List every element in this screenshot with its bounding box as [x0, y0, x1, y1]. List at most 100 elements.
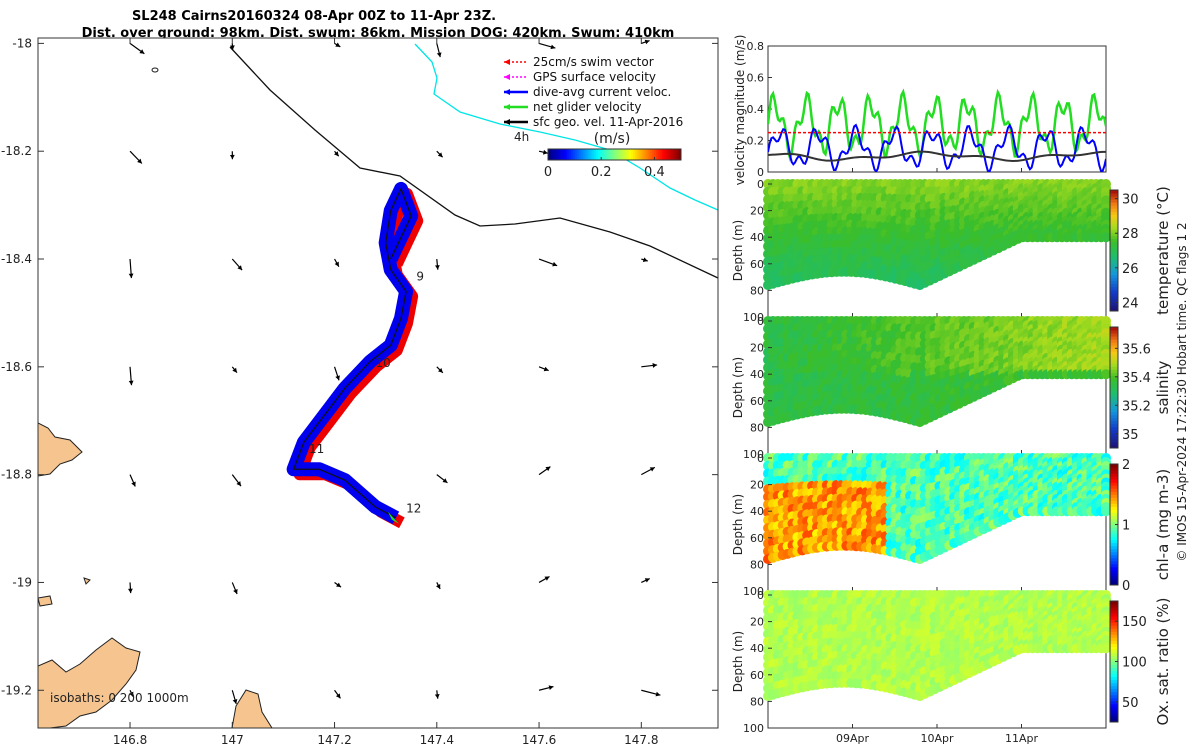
- time-tick-label: 10Apr: [920, 732, 954, 745]
- section-colorbar-cell: [1110, 518, 1118, 522]
- map-colorbar-label: (m/s): [594, 131, 631, 147]
- legend-label: dive-avg current veloc.: [533, 85, 671, 99]
- section-colorbar-tick-label: 2: [1122, 458, 1130, 473]
- section-colorbar-cell: [1110, 631, 1118, 635]
- section-ytick-label: 40: [750, 368, 764, 381]
- section-colorbar-cell: [1110, 400, 1118, 404]
- map-xtick-label: 147.4: [420, 733, 454, 747]
- section-colorbar-cell: [1110, 604, 1118, 608]
- section-colorbar-cell: [1110, 485, 1118, 489]
- section-colorbar-cell: [1110, 649, 1118, 653]
- map-ytick-label: -19.2: [1, 683, 32, 697]
- section-colorbar-cell: [1110, 394, 1118, 398]
- section-colorbar-cell: [1110, 570, 1118, 574]
- section-colorbar-cell: [1110, 479, 1118, 483]
- section-colorbar-cell: [1110, 351, 1118, 355]
- legend-label: 25cm/s swim vector: [533, 55, 654, 69]
- section-colorbar-cell: [1110, 305, 1118, 309]
- section-colorbar-cell: [1110, 515, 1118, 519]
- section-colorbar-cell: [1110, 488, 1118, 492]
- section-colorbar-cell: [1110, 500, 1118, 504]
- section-colorbar-cell: [1110, 616, 1118, 620]
- section-colorbar-cell: [1110, 238, 1118, 242]
- section-ytick-label: 80: [750, 284, 764, 297]
- time-tick-label: 09Apr: [836, 732, 870, 745]
- map-xtick-label: 147.8: [624, 733, 658, 747]
- section-colorbar-cell: [1110, 366, 1118, 370]
- section-colorbar-tick-label: 35: [1122, 428, 1139, 443]
- section-colorbar-cell: [1110, 388, 1118, 392]
- section-colorbar-cell: [1110, 263, 1118, 267]
- vel-ytick-label: 0.6: [747, 72, 765, 85]
- section-colorbar-cell: [1110, 503, 1118, 507]
- section-ytick-label: 20: [750, 342, 764, 355]
- section-ytick-label: 0: [757, 589, 764, 602]
- section-colorbar-cell: [1110, 269, 1118, 273]
- section-colorbar-cell: [1110, 558, 1118, 562]
- section-ytick-label: 80: [750, 695, 764, 708]
- section-colorbar-cell: [1110, 625, 1118, 629]
- section-colorbar-cell: [1110, 509, 1118, 513]
- section-colorbar-cell: [1110, 525, 1118, 529]
- section-colorbar-tick-label: 35.2: [1122, 399, 1151, 414]
- section-colorbar-cell: [1110, 360, 1118, 364]
- section-colorbar-tick-label: 150: [1122, 615, 1147, 630]
- section-colorbar-cell: [1110, 415, 1118, 419]
- section-colorbar-cell: [1110, 698, 1118, 702]
- map-xtick-label: 147.2: [317, 733, 351, 747]
- section-ytick-label: 60: [750, 669, 764, 682]
- section-colorbar-cell: [1110, 655, 1118, 659]
- section-colorbar-cell: [1110, 427, 1118, 431]
- section-colorbar-cell: [1110, 208, 1118, 212]
- isobath-label: isobaths: 0 200 1000m: [50, 691, 189, 705]
- section-colorbar-cell: [1110, 391, 1118, 395]
- imos-credit: © IMOS 15-Apr-2024 17:22:30 Hobart time.…: [1175, 222, 1189, 561]
- section-colorbar-cell: [1110, 710, 1118, 714]
- section-colorbar-tick-label: 26: [1122, 262, 1139, 277]
- section-colorbar-cell: [1110, 193, 1118, 197]
- section-colorbar-cell: [1110, 330, 1118, 334]
- section-colorbar-cell: [1110, 546, 1118, 550]
- section-colorbar-cell: [1110, 284, 1118, 288]
- section-colorbar-cell: [1110, 607, 1118, 611]
- map-ytick-label: -18.2: [1, 144, 32, 158]
- section-colorbar-cell: [1110, 281, 1118, 285]
- section-colorbar-cell: [1110, 424, 1118, 428]
- section-ytick-label: 100: [743, 722, 764, 735]
- section-colorbar-cell: [1110, 436, 1118, 440]
- section-colorbar-cell: [1110, 412, 1118, 416]
- section-colorbar-cell: [1110, 491, 1118, 495]
- section-ytick-label: 60: [750, 395, 764, 408]
- section-colorbar-cell: [1110, 497, 1118, 501]
- section-colorbar-cell: [1110, 640, 1118, 644]
- section-colorbar-cell: [1110, 470, 1118, 474]
- section-colorbar-cell: [1110, 713, 1118, 717]
- section-colorbar-cell: [1110, 333, 1118, 337]
- colorbar-tick-label: 0.4: [644, 165, 665, 180]
- section-colorbar-cell: [1110, 293, 1118, 297]
- section-colorbar-cell: [1110, 534, 1118, 538]
- section-colorbar-cell: [1110, 254, 1118, 258]
- map-ytick-label: -18: [12, 36, 32, 50]
- section-colorbar-cell: [1110, 671, 1118, 675]
- section-ytick-label: 80: [750, 558, 764, 571]
- section-ytick-label: 40: [750, 505, 764, 518]
- section-ytick-label: 40: [750, 231, 764, 244]
- day-label: 12: [406, 501, 421, 515]
- section-colorbar-cell: [1110, 409, 1118, 413]
- legend-label: net glider velocity: [533, 100, 641, 114]
- section-colorbar-cell: [1110, 549, 1118, 553]
- section-colorbar-label: temperature (°C): [1154, 186, 1172, 315]
- section-ytick-label: 20: [750, 479, 764, 492]
- section-colorbar-cell: [1110, 704, 1118, 708]
- map-xtick-label: 147.6: [522, 733, 556, 747]
- section-colorbar-cell: [1110, 528, 1118, 532]
- section-colorbar-cell: [1110, 494, 1118, 498]
- section-colorbar-cell: [1110, 278, 1118, 282]
- section-colorbar-cell: [1110, 357, 1118, 361]
- section-colorbar-cell: [1110, 251, 1118, 255]
